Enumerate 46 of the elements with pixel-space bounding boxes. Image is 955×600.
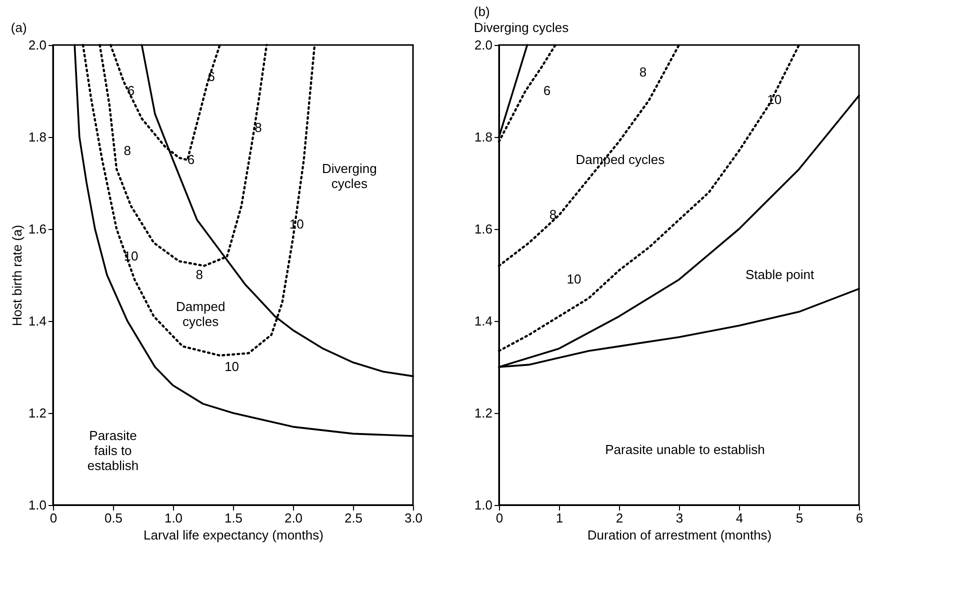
x-tick-label: 0.5 xyxy=(104,510,123,526)
annotation: 8 xyxy=(549,207,557,222)
y-tick-label: 1.4 xyxy=(28,314,46,328)
annotation: Diverging cycles xyxy=(322,161,377,192)
x-tick-label: 2.5 xyxy=(344,510,363,526)
annotation: 10 xyxy=(566,272,582,287)
annotation: 8 xyxy=(254,120,262,135)
x-tick-label: 0 xyxy=(496,510,504,526)
y-tick-label: 1.4 xyxy=(474,314,492,328)
y-tick-label: 1.6 xyxy=(28,222,46,236)
x-axis-title: Duration of arrestment (months) xyxy=(587,528,772,542)
x-tick-label: 0 xyxy=(50,510,58,526)
x-tick-label: 2 xyxy=(616,510,624,526)
y-tick-label: 2.0 xyxy=(474,38,492,52)
x-tick-label: 4 xyxy=(736,510,744,526)
x-tick-label: 5 xyxy=(796,510,804,526)
annotation: 6 xyxy=(543,83,551,98)
y-tick-label: 1.0 xyxy=(28,498,46,512)
chart-title: (b) xyxy=(474,4,490,19)
chart-subtitle: Diverging cycles xyxy=(474,20,570,35)
annotation: Damped cycles xyxy=(176,299,226,330)
chart-title: (a) xyxy=(10,20,27,35)
y-tick-label: 1.8 xyxy=(474,130,492,144)
annotation: Damped cycles xyxy=(576,152,666,167)
x-axis-title: Larval life expectancy (months) xyxy=(144,528,324,542)
y-tick-label: 1.0 xyxy=(474,498,492,512)
y-tick-label: 2.0 xyxy=(28,38,46,52)
annotation: 8 xyxy=(196,267,204,282)
annotation: Parasite unable to establish xyxy=(605,442,765,457)
annotation: Parasite fails to establish xyxy=(87,428,139,473)
y-tick-label: 1.2 xyxy=(474,406,492,420)
annotation: 8 xyxy=(124,142,132,158)
annotation: 10 xyxy=(224,359,240,374)
y-tick-label: 1.2 xyxy=(28,406,46,420)
annotation: 8 xyxy=(639,64,647,80)
annotation: Stable point xyxy=(745,267,815,282)
x-tick-label: 1 xyxy=(556,510,564,526)
x-tick-label: 3 xyxy=(676,510,684,526)
x-tick-label: 3.0 xyxy=(404,510,423,526)
y-axis-title: Host birth rate (a) xyxy=(9,224,24,326)
x-tick-label: 1.0 xyxy=(164,510,183,526)
x-tick-label: 6 xyxy=(856,510,864,526)
x-tick-label: 1.5 xyxy=(224,510,243,526)
x-tick-label: 2.0 xyxy=(284,510,303,526)
y-tick-label: 1.8 xyxy=(28,130,46,144)
y-tick-label: 1.6 xyxy=(474,222,492,236)
